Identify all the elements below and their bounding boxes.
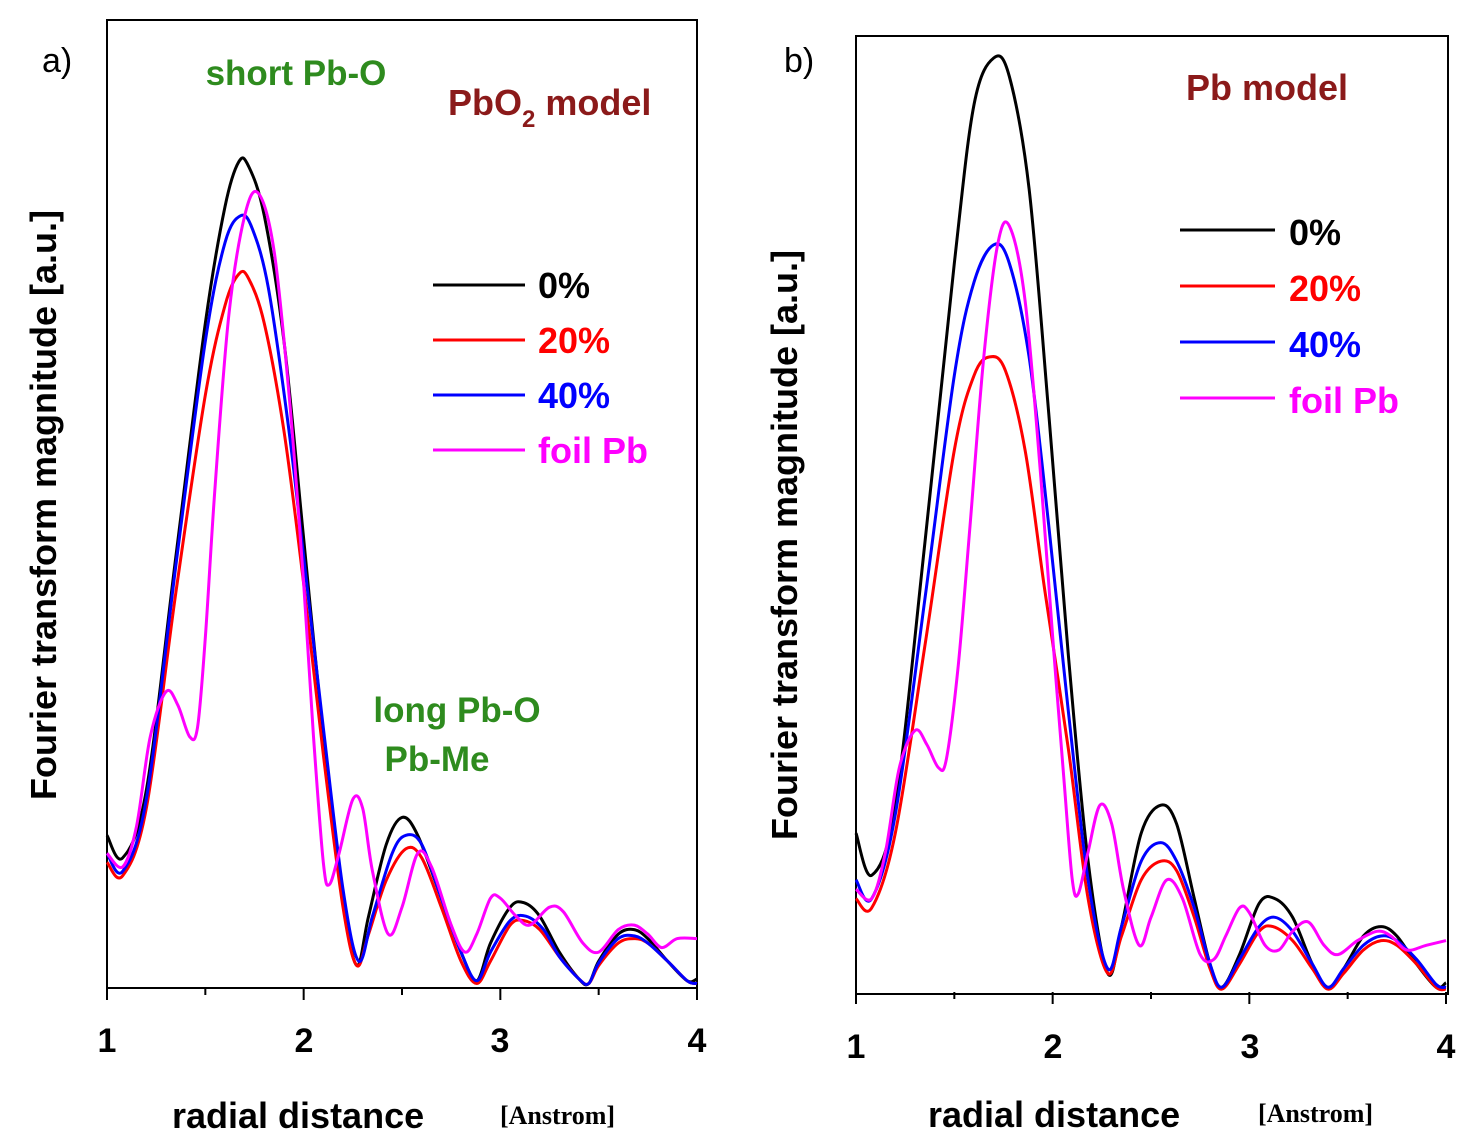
panel-a-model-title: PbO2 model bbox=[448, 82, 651, 133]
panel-b-series-40 bbox=[854, 242, 1447, 990]
panel-a-x-ticks bbox=[106, 988, 698, 1000]
panel-a-plot-frame bbox=[106, 19, 698, 989]
panel-a: a) 1 2 3 4 radial distance [Anstrom] Fou… bbox=[23, 19, 707, 1136]
panel-a-legend-label-1: 20% bbox=[538, 320, 610, 361]
panel-a-series-group bbox=[105, 156, 698, 987]
panel-b-xlabel-unit: [Anstrom] bbox=[1258, 1099, 1373, 1128]
panel-b-xlabel: radial distance bbox=[928, 1094, 1180, 1135]
panel-b-model-title: Pb model bbox=[1186, 67, 1348, 108]
panel-b-legend-label-2: 40% bbox=[1289, 324, 1361, 365]
panel-a-anno-short-pbo: short Pb-O bbox=[206, 54, 387, 93]
panel-b: b) 1 2 3 4 radial distance [Anstrom] Fou… bbox=[764, 35, 1456, 1135]
panel-b-legend-label-1: 20% bbox=[1289, 268, 1361, 309]
panel-a-ylabel: Fourier transform magnitude [a.u.] bbox=[23, 210, 64, 800]
panel-b-legend-label-3: foil Pb bbox=[1289, 380, 1399, 421]
panel-b-legend-label-0: 0% bbox=[1289, 212, 1341, 253]
panel-b-xtick-3: 3 bbox=[1241, 1028, 1260, 1066]
panel-a-legend-label-3: foil Pb bbox=[538, 430, 648, 471]
panel-a-legend: 0% 20% 40% foil Pb bbox=[433, 265, 648, 471]
panel-a-anno-long-pbo: long Pb-O bbox=[373, 691, 540, 730]
panel-b-series-20 bbox=[854, 355, 1447, 992]
panel-a-series-0 bbox=[105, 156, 698, 987]
panel-a-label: a) bbox=[42, 42, 72, 80]
panel-a-xlabel: radial distance bbox=[172, 1095, 424, 1136]
panel-a-xtick-1: 1 bbox=[98, 1022, 117, 1060]
panel-a-series-foil-pb bbox=[105, 189, 698, 955]
panel-b-xtick-2: 2 bbox=[1044, 1028, 1063, 1066]
panel-a-xlabel-unit: [Anstrom] bbox=[500, 1101, 615, 1130]
panel-b-x-ticks bbox=[855, 992, 1447, 1004]
panel-a-xtick-2: 2 bbox=[295, 1022, 314, 1060]
panel-a-xtick-4: 4 bbox=[688, 1022, 707, 1060]
panel-b-label: b) bbox=[784, 42, 814, 80]
panel-a-legend-label-0: 0% bbox=[538, 265, 590, 306]
panel-a-anno-pb-me: Pb-Me bbox=[385, 740, 490, 779]
panel-b-series-group bbox=[854, 54, 1447, 992]
panel-b-series-foil-pb bbox=[855, 220, 1447, 964]
panel-b-legend: 0% 20% 40% foil Pb bbox=[1180, 212, 1399, 421]
panel-b-xtick-4: 4 bbox=[1437, 1028, 1456, 1066]
panel-a-legend-label-2: 40% bbox=[538, 375, 610, 416]
panel-a-series-40 bbox=[105, 213, 698, 987]
panel-a-xtick-3: 3 bbox=[491, 1022, 510, 1060]
panel-b-xtick-1: 1 bbox=[847, 1028, 866, 1066]
panel-b-ylabel: Fourier transform magnitude [a.u.] bbox=[764, 250, 805, 840]
